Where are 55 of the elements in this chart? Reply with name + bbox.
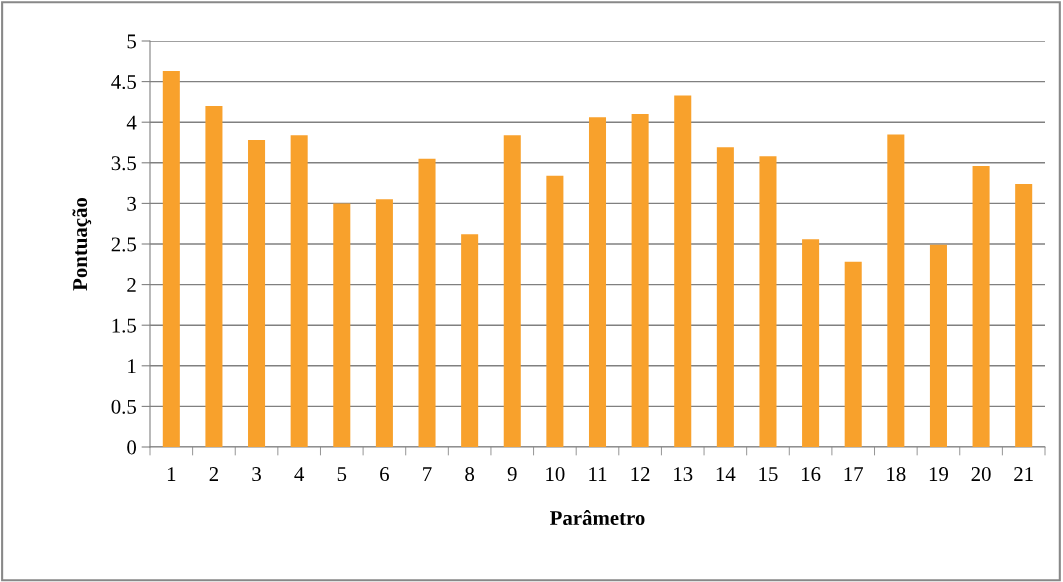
x-tick-label: 18 — [887, 467, 906, 482]
bar — [290, 135, 308, 447]
x-tick-label: 16 — [802, 467, 821, 482]
x-tick-label: 1 — [167, 467, 176, 481]
y-tick-label: 3.5 — [111, 156, 136, 171]
bar — [205, 105, 223, 447]
bar — [546, 175, 564, 447]
bar — [887, 134, 905, 447]
x-tick-label: 3 — [252, 467, 261, 482]
y-tick-label: 2 — [127, 278, 136, 292]
x-tick-label: 5 — [337, 467, 347, 482]
y-tick-label: 0 — [127, 440, 137, 455]
y-tick-label: 3 — [127, 196, 136, 211]
bar — [333, 203, 351, 447]
bar — [503, 135, 521, 447]
x-tick-label: 7 — [423, 467, 432, 481]
x-tick-label: 2 — [209, 467, 218, 481]
x-tick-label: 20 — [971, 467, 991, 482]
x-tick-label: 17 — [844, 467, 864, 481]
y-tick-label: 2.5 — [111, 237, 136, 252]
bar — [802, 239, 820, 447]
bar — [716, 147, 734, 447]
bar — [162, 71, 180, 447]
x-tick-label: 12 — [631, 467, 650, 481]
x-tick-label: 9 — [507, 467, 517, 482]
y-tick-label: 4 — [126, 115, 137, 130]
y-tick-label: 1 — [128, 359, 136, 374]
x-axis-title: Parâmetro — [550, 510, 645, 525]
y-axis-title: Pontuação — [72, 197, 92, 291]
bar — [759, 156, 777, 447]
y-tick-label: 4.5 — [111, 75, 136, 90]
y-tick-label: 1.5 — [112, 318, 136, 333]
x-tick-label: 10 — [546, 467, 565, 482]
bar — [631, 114, 649, 447]
x-tick-label: 8 — [465, 467, 475, 482]
bar — [418, 158, 436, 447]
bar — [844, 261, 862, 447]
bar — [461, 234, 479, 447]
bar — [588, 117, 607, 447]
x-tick-label: 14 — [716, 467, 736, 481]
x-tick-label: 21 — [1014, 467, 1033, 481]
x-tick-label: 19 — [929, 467, 949, 482]
x-tick-label: 6 — [380, 467, 389, 482]
bar — [375, 199, 393, 447]
x-tick-label: 4 — [294, 467, 305, 481]
bar — [674, 95, 692, 447]
bar — [1015, 183, 1033, 447]
y-tick-label: 0.5 — [111, 399, 136, 414]
bar — [972, 166, 990, 447]
x-tick-label: 13 — [674, 467, 693, 482]
bar — [248, 140, 266, 447]
x-tick-label: 15 — [759, 467, 778, 482]
y-tick-label: 5 — [127, 34, 136, 49]
bar — [929, 244, 947, 447]
x-tick-label: 11 — [589, 467, 607, 481]
